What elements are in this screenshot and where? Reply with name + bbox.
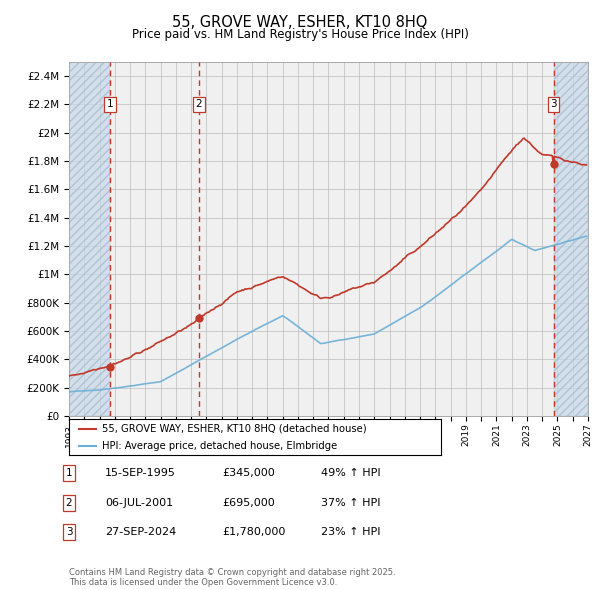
Text: 3: 3 [65,527,73,537]
Text: 2: 2 [196,100,202,109]
Text: 1: 1 [107,100,113,109]
Text: £1,780,000: £1,780,000 [222,527,286,537]
Text: 2: 2 [65,498,73,507]
Bar [554,62,588,416]
Text: 27-SEP-2024: 27-SEP-2024 [105,527,176,537]
Text: Contains HM Land Registry data © Crown copyright and database right 2025.
This d: Contains HM Land Registry data © Crown c… [69,568,395,587]
Text: 55, GROVE WAY, ESHER, KT10 8HQ: 55, GROVE WAY, ESHER, KT10 8HQ [172,15,428,30]
Text: 06-JUL-2001: 06-JUL-2001 [105,498,173,507]
Text: 55, GROVE WAY, ESHER, KT10 8HQ (detached house): 55, GROVE WAY, ESHER, KT10 8HQ (detached… [103,424,367,434]
Text: 49% ↑ HPI: 49% ↑ HPI [321,468,380,478]
Text: 1: 1 [65,468,73,478]
Text: £695,000: £695,000 [222,498,275,507]
Text: 23% ↑ HPI: 23% ↑ HPI [321,527,380,537]
Bar [69,62,110,416]
Text: Price paid vs. HM Land Registry's House Price Index (HPI): Price paid vs. HM Land Registry's House … [131,28,469,41]
Text: 37% ↑ HPI: 37% ↑ HPI [321,498,380,507]
Text: HPI: Average price, detached house, Elmbridge: HPI: Average price, detached house, Elmb… [103,441,338,451]
Text: £345,000: £345,000 [222,468,275,478]
Text: 3: 3 [550,100,557,109]
Text: 15-SEP-1995: 15-SEP-1995 [105,468,176,478]
